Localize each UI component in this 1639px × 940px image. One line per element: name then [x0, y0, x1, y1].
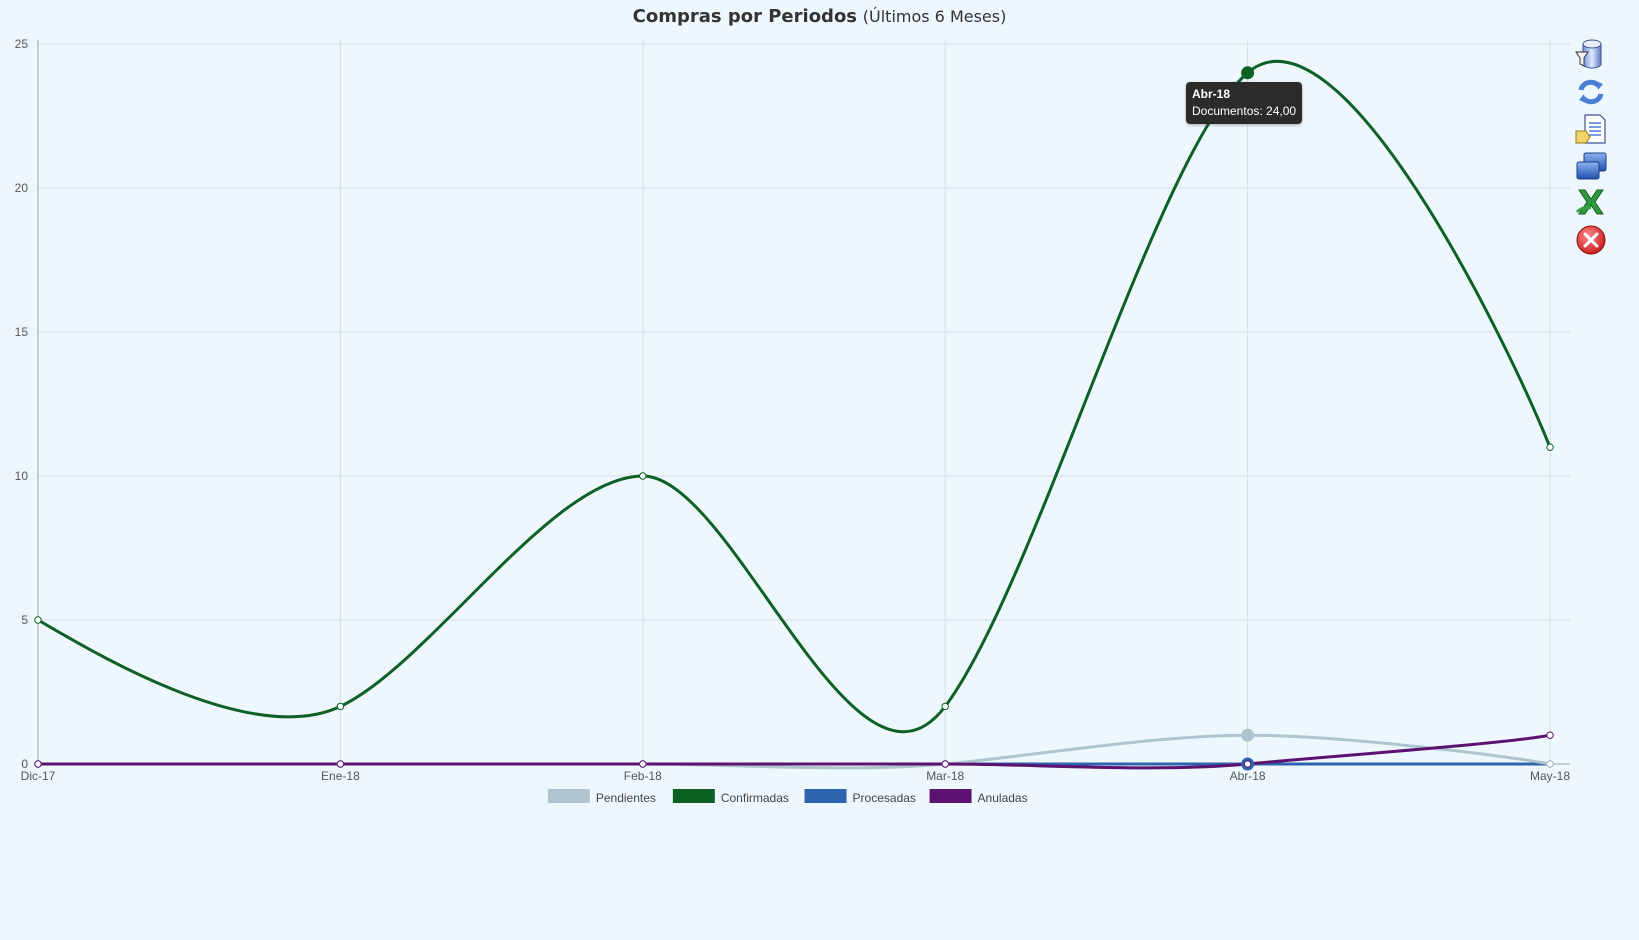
legend-label-confirmadas[interactable]: Confirmadas — [721, 791, 789, 805]
data-point-confirmadas[interactable] — [34, 616, 42, 624]
legend-swatch-anuladas[interactable] — [929, 789, 972, 803]
legend-label-anuladas[interactable]: Anuladas — [978, 791, 1028, 805]
database-filter-icon[interactable] — [1574, 38, 1608, 72]
chart-title: Compras por Periodos (Últimos 6 Meses) — [0, 6, 1639, 27]
legend-label-procesadas[interactable]: Procesadas — [853, 791, 916, 805]
series-line-anuladas — [38, 733, 1551, 770]
close-icon[interactable] — [1574, 223, 1608, 257]
tooltip-text: Documentos: 24,00 — [1192, 104, 1297, 118]
point-tooltip: Abr-18 Documentos: 24,00 — [1186, 82, 1303, 124]
legend-swatch-pendientes[interactable] — [547, 789, 590, 803]
data-point-anuladas[interactable] — [1243, 760, 1252, 768]
y-tick-label: 20 — [15, 181, 29, 195]
data-point-confirmadas[interactable] — [1546, 443, 1554, 451]
data-point-anuladas[interactable] — [34, 760, 42, 768]
y-tick-label: 25 — [15, 37, 29, 51]
data-point-pendientes[interactable] — [1241, 728, 1255, 742]
x-tick-label: Dic-17 — [21, 769, 56, 783]
window-icon[interactable] — [1574, 149, 1608, 183]
x-tick-label: Abr-18 — [1230, 769, 1266, 783]
legend-swatch-procesadas[interactable] — [804, 789, 847, 803]
data-point-confirmadas[interactable] — [1241, 66, 1255, 80]
x-tick-label: Ene-18 — [321, 769, 360, 783]
data-point-confirmadas[interactable] — [941, 702, 949, 711]
legend-swatch-confirmadas[interactable] — [672, 789, 715, 803]
data-point-confirmadas[interactable] — [336, 702, 345, 711]
x-tick-label: Mar-18 — [926, 769, 964, 783]
report-document-icon[interactable] — [1574, 112, 1608, 146]
refresh-icon[interactable] — [1574, 75, 1608, 109]
legend-label-pendientes[interactable]: Pendientes — [596, 791, 656, 805]
excel-export-icon[interactable] — [1574, 186, 1608, 220]
data-point-anuladas[interactable] — [1546, 731, 1554, 739]
x-tick-label: Feb-18 — [624, 769, 662, 783]
series-line-confirmadas — [37, 60, 1552, 734]
chart-toolbar — [1574, 38, 1614, 260]
data-point-anuladas[interactable] — [941, 760, 949, 768]
y-tick-label: 10 — [15, 469, 29, 483]
data-point-pendientes[interactable] — [1546, 760, 1554, 768]
data-point-confirmadas[interactable] — [639, 472, 647, 480]
data-point-anuladas[interactable] — [639, 760, 647, 768]
data-point-anuladas[interactable] — [336, 760, 345, 768]
tooltip-title: Abr-18 — [1192, 87, 1231, 101]
y-tick-label: 5 — [21, 613, 28, 627]
x-tick-label: May-18 — [1530, 769, 1570, 783]
chart-title-main: Compras por Periodos — [632, 6, 858, 27]
y-tick-label: 15 — [15, 325, 29, 339]
y-tick-label: 0 — [21, 757, 28, 771]
chart-title-sub: (Últimos 6 Meses) — [862, 7, 1007, 26]
